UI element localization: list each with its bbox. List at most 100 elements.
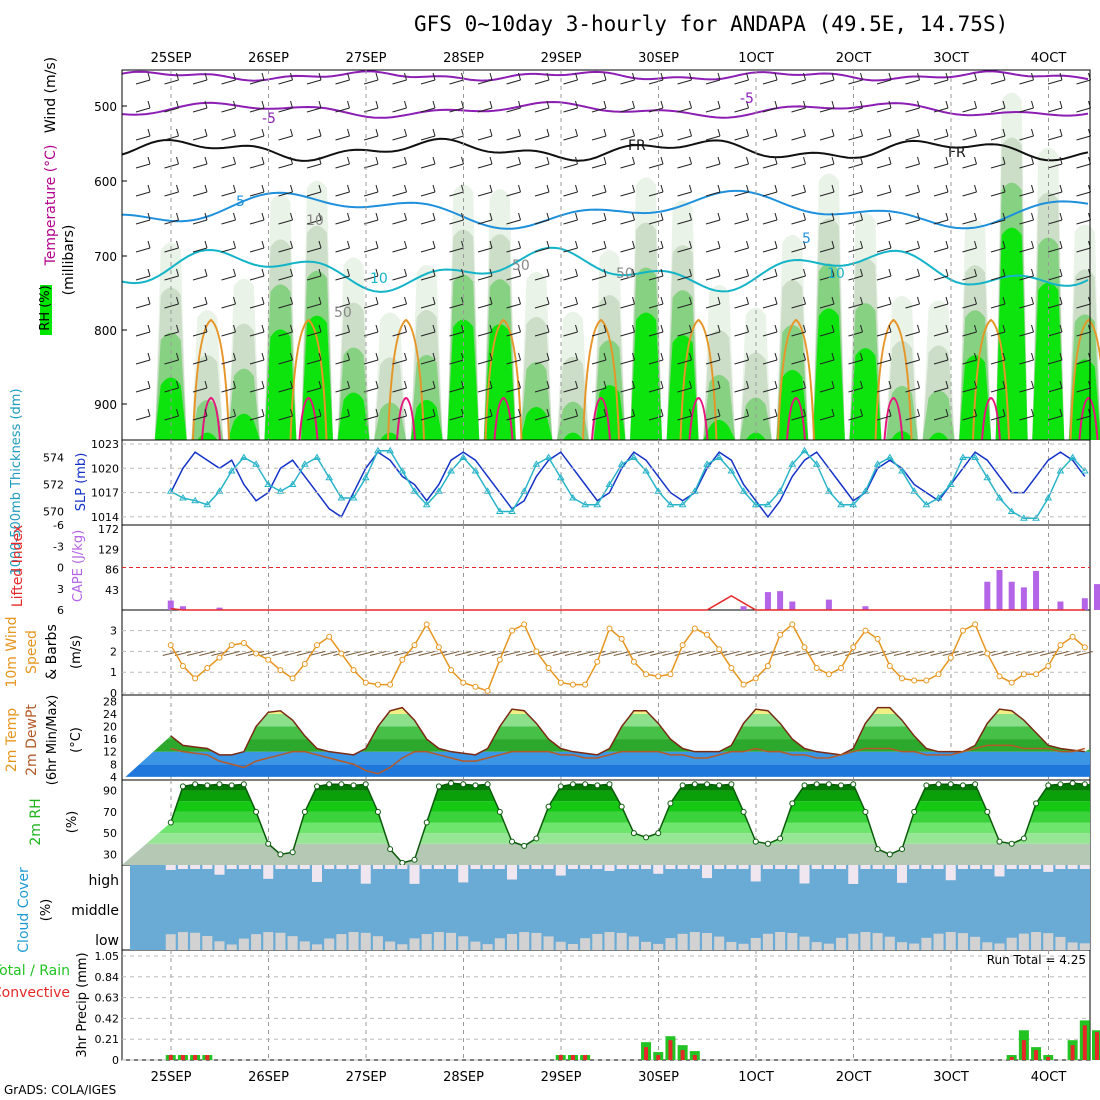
wind-barb	[905, 163, 920, 169]
wind-barb	[620, 275, 635, 281]
high-cloud-block	[909, 865, 920, 869]
wind-barb	[791, 107, 806, 113]
wind-speed-line-point	[911, 677, 918, 684]
time-label-bottom: 3OCT	[933, 1070, 969, 1085]
high-cloud-block	[421, 865, 432, 869]
axis-label-precip: 3hr Precip (mm)	[75, 952, 90, 1057]
wind-barb	[762, 163, 778, 169]
wind-barb	[876, 387, 892, 393]
wind-barb-flag	[1002, 72, 1006, 81]
cloud-level-low: low	[95, 933, 119, 949]
high-cloud-block	[494, 865, 505, 869]
wind-barb	[705, 79, 721, 85]
wind-barb-flag	[575, 156, 578, 165]
low-cloud-block	[482, 944, 493, 950]
wind-barb-flag	[689, 212, 692, 221]
wind-barb	[591, 107, 607, 113]
thickness-line-point	[1080, 467, 1089, 474]
wind-barb-flag	[432, 72, 436, 81]
wind-barb	[648, 415, 664, 421]
wind-barb-flag	[261, 240, 265, 249]
wind-barb	[135, 79, 151, 85]
surface-wind-barb	[698, 651, 716, 657]
wind-barb-flag	[375, 100, 379, 109]
high-cloud-block	[507, 865, 517, 880]
temp-contour-15	[192, 318, 230, 441]
high-cloud-block	[555, 865, 566, 876]
wind-barb-flag	[375, 324, 379, 333]
rh-shade	[630, 312, 663, 440]
high-cloud-block	[762, 865, 773, 869]
wind-barb-flag	[261, 156, 265, 165]
wind-speed-line-point	[521, 621, 528, 628]
thickness-line-point	[1007, 507, 1016, 514]
wind-barb	[278, 163, 293, 169]
thickness-line-point	[654, 487, 663, 494]
wind-barb-flag	[575, 268, 578, 277]
wind-barb	[506, 387, 521, 393]
wind-barb	[449, 415, 464, 421]
wind-barb-flag	[689, 240, 692, 249]
wind-barb-flag	[261, 324, 265, 333]
wind-barb	[249, 359, 265, 365]
wind-barb	[648, 331, 664, 337]
axis-label-percent: (%)	[65, 811, 80, 834]
wind-barb	[819, 359, 835, 365]
rh-line-point	[1045, 782, 1052, 789]
wind-barb	[819, 219, 835, 225]
wind-barb-flag	[917, 156, 920, 165]
wind-barb-flag	[803, 128, 806, 137]
thickness-line-point	[459, 453, 468, 460]
wind-barb	[648, 247, 664, 253]
rh-line-point	[228, 782, 235, 789]
surface-wind-barb	[662, 651, 679, 657]
wind-speed-line-point	[1020, 671, 1027, 678]
rh-line-point	[935, 781, 942, 788]
surface-wind-barb	[637, 651, 655, 657]
wind-barb-flag	[774, 268, 778, 277]
high-cloud-block	[665, 865, 676, 869]
wind-barb-flag	[917, 100, 920, 109]
wind-barb	[819, 387, 835, 393]
wind-barb-flag	[1031, 100, 1034, 109]
wind-barb-flag	[375, 212, 379, 221]
wind-barb-flag	[831, 212, 835, 221]
wind-barb-flag	[147, 268, 151, 277]
wind-barb-flag	[803, 296, 806, 305]
wind-barb-flag	[1059, 296, 1063, 305]
wind-barb-flag	[603, 212, 607, 221]
wind-barb-flag	[632, 324, 635, 333]
rh-line-point	[1057, 781, 1064, 788]
wind-barb	[1076, 219, 1091, 225]
cape-tick-label: 86	[105, 564, 119, 577]
wind-barb-flag	[261, 296, 265, 305]
wind-barb-flag	[1031, 268, 1034, 277]
wind-barb-flag	[917, 184, 920, 193]
rh-line-point	[972, 781, 979, 788]
temp-contour-20	[883, 396, 904, 441]
wind-barb	[335, 79, 350, 85]
rh-line-point	[886, 851, 893, 858]
precip-tick-label: 0.63	[95, 992, 120, 1005]
rh-shade	[264, 329, 297, 440]
wind-barb	[335, 191, 350, 197]
high-cloud-block	[616, 865, 627, 869]
thickness-line-point	[873, 460, 882, 467]
wind-barb-flag	[660, 156, 664, 165]
wind-barb	[648, 359, 664, 365]
wind-barb	[962, 331, 977, 337]
axis-label-speed: Speed	[24, 630, 40, 674]
wind-barb	[848, 275, 863, 281]
surface-wind-barb	[625, 651, 642, 657]
wind-barb-flag	[717, 156, 721, 165]
wind-barb	[1047, 387, 1063, 393]
axis-label-convective: Convective	[0, 985, 70, 1001]
wind-barb-flag	[147, 408, 151, 417]
wind-barb	[791, 303, 806, 309]
rh-tick-label: 70	[103, 806, 117, 819]
cape-bar	[1033, 570, 1040, 610]
wind-barb-flag	[233, 408, 236, 417]
wind-barb-flag	[347, 72, 350, 81]
time-label-bottom: 29SEP	[541, 1070, 582, 1085]
